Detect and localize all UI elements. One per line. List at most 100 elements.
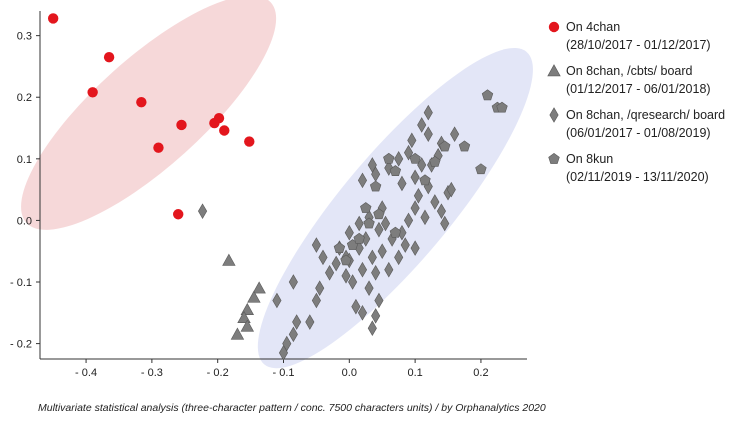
- data-point-circle: [173, 209, 184, 220]
- data-point-diamond: [371, 264, 381, 281]
- data-point-circle: [176, 119, 187, 131]
- data-point-diamond: [423, 126, 433, 142]
- data-point-diamond: [417, 117, 427, 133]
- data-point-pentagon: [333, 242, 346, 253]
- data-points: [47, 13, 508, 361]
- data-point-triangle: [240, 319, 255, 332]
- data-point-diamond: [351, 298, 361, 315]
- x-tick-label: - 0.3: [141, 367, 163, 379]
- data-point-diamond: [357, 172, 368, 189]
- data-point-diamond: [344, 224, 354, 241]
- data-point-diamond: [341, 268, 351, 284]
- data-point-diamond: [315, 280, 325, 296]
- data-point-diamond: [450, 126, 460, 142]
- y-tick-label: 0.2: [17, 92, 32, 104]
- data-point-diamond: [410, 200, 420, 216]
- data-point-diamond: [288, 326, 298, 343]
- y-tick-label: - 0.1: [10, 277, 32, 289]
- data-point-diamond: [357, 305, 368, 321]
- data-point-pentagon: [389, 226, 402, 238]
- cluster-ellipse-8chan-8kun: [257, 47, 533, 369]
- data-point-diamond: [354, 215, 364, 232]
- data-point-pentagon: [389, 165, 402, 176]
- data-point-diamond: [331, 255, 341, 272]
- data-point-pentagon: [363, 217, 375, 229]
- data-point-diamond: [400, 237, 410, 253]
- x-tick-label: - 0.4: [75, 367, 97, 379]
- data-point-diamond: [440, 215, 450, 232]
- legend: On 4chan (28/10/2017 - 01/12/2017) On 8cha…: [547, 20, 725, 184]
- data-point-diamond: [367, 320, 377, 336]
- legend-entry: On 4chan (28/10/2017 - 01/12/2017): [548, 20, 711, 52]
- legend-marker-diamond: [549, 107, 559, 123]
- series-pentagon: [333, 89, 508, 266]
- legend-period: (01/12/2017 - 06/01/2018): [566, 82, 711, 96]
- legend-marker-pentagon: [548, 153, 560, 164]
- scatter-chart: - 0.4 - 0.3 - 0.2 - 0.1 0.0 0.1 0.2 0.3 0.2 0.1 0.…: [10, 0, 725, 379]
- data-point-diamond: [377, 243, 387, 260]
- data-point-diamond: [403, 212, 414, 229]
- data-point-pentagon: [439, 140, 451, 152]
- data-point-diamond: [394, 249, 404, 266]
- data-point-circle: [103, 51, 115, 63]
- data-point-circle: [47, 13, 59, 24]
- data-point-pentagon: [481, 89, 494, 101]
- y-tick-label: 0.0: [17, 215, 32, 227]
- data-point-diamond: [413, 187, 423, 204]
- legend-period: (28/10/2017 - 01/12/2017): [566, 38, 711, 52]
- data-point-diamond: [430, 194, 440, 210]
- data-point-diamond: [288, 274, 298, 290]
- data-point-diamond: [380, 215, 391, 232]
- data-point-diamond: [292, 314, 302, 330]
- legend-period: (06/01/2017 - 01/08/2019): [566, 126, 711, 140]
- legend-label: On 8chan, /qresearch/ board: [566, 108, 725, 122]
- cluster-ellipse-4chan: [21, 0, 277, 230]
- x-tick-label: 0.1: [407, 367, 422, 379]
- data-point-diamond: [371, 308, 381, 324]
- legend-label: On 4chan: [566, 20, 620, 34]
- data-point-pentagon: [353, 232, 365, 244]
- data-point-diamond: [282, 335, 292, 352]
- data-point-diamond: [311, 237, 321, 253]
- data-point-diamond: [272, 292, 282, 309]
- data-point-circle: [244, 136, 255, 147]
- data-point-diamond: [364, 280, 374, 296]
- legend-label: On 8chan, /cbts/ board: [566, 64, 693, 78]
- data-point-diamond: [397, 175, 407, 192]
- legend-entry: On 8kun (02/11/2019 - 13/11/2020): [548, 152, 709, 184]
- series-triangle: [222, 253, 266, 340]
- data-point-triangle: [222, 253, 236, 266]
- axes: - 0.4 - 0.3 - 0.2 - 0.1 0.0 0.1 0.2 0.3 0.2 0.1 0.…: [10, 11, 527, 379]
- data-point-diamond: [410, 169, 420, 186]
- data-point-diamond: [394, 151, 404, 167]
- x-tick-label: - 0.2: [207, 367, 229, 379]
- data-point-circle: [213, 112, 225, 124]
- data-point-diamond: [367, 249, 377, 266]
- legend-period: (02/11/2019 - 13/11/2020): [566, 170, 709, 184]
- legend-entry: On 8chan, /qresearch/ board (06/01/2017 -…: [549, 107, 725, 140]
- data-point-diamond: [420, 209, 430, 226]
- data-point-pentagon: [475, 163, 487, 175]
- data-point-diamond: [436, 203, 446, 219]
- data-point-triangle: [230, 327, 245, 340]
- data-point-triangle: [247, 290, 261, 303]
- data-point-pentagon: [360, 202, 372, 213]
- data-point-pentagon: [419, 174, 431, 186]
- data-point-pentagon: [369, 180, 382, 192]
- data-point-pentagon: [340, 254, 352, 266]
- data-point-pentagon: [496, 101, 508, 113]
- legend-label: On 8kun: [566, 152, 613, 166]
- data-point-circle: [136, 96, 147, 108]
- data-point-diamond: [348, 274, 358, 290]
- y-tick-label: - 0.2: [10, 339, 32, 351]
- data-point-circle: [153, 142, 164, 153]
- data-point-triangle: [252, 281, 266, 294]
- data-point-diamond: [384, 261, 394, 278]
- data-point-diamond: [311, 292, 321, 309]
- data-point-diamond: [374, 221, 384, 238]
- legend-marker-circle: [548, 21, 560, 33]
- x-tick-label: 0.2: [473, 367, 488, 379]
- legend-marker-triangle: [547, 64, 561, 77]
- data-point-pentagon: [458, 140, 471, 152]
